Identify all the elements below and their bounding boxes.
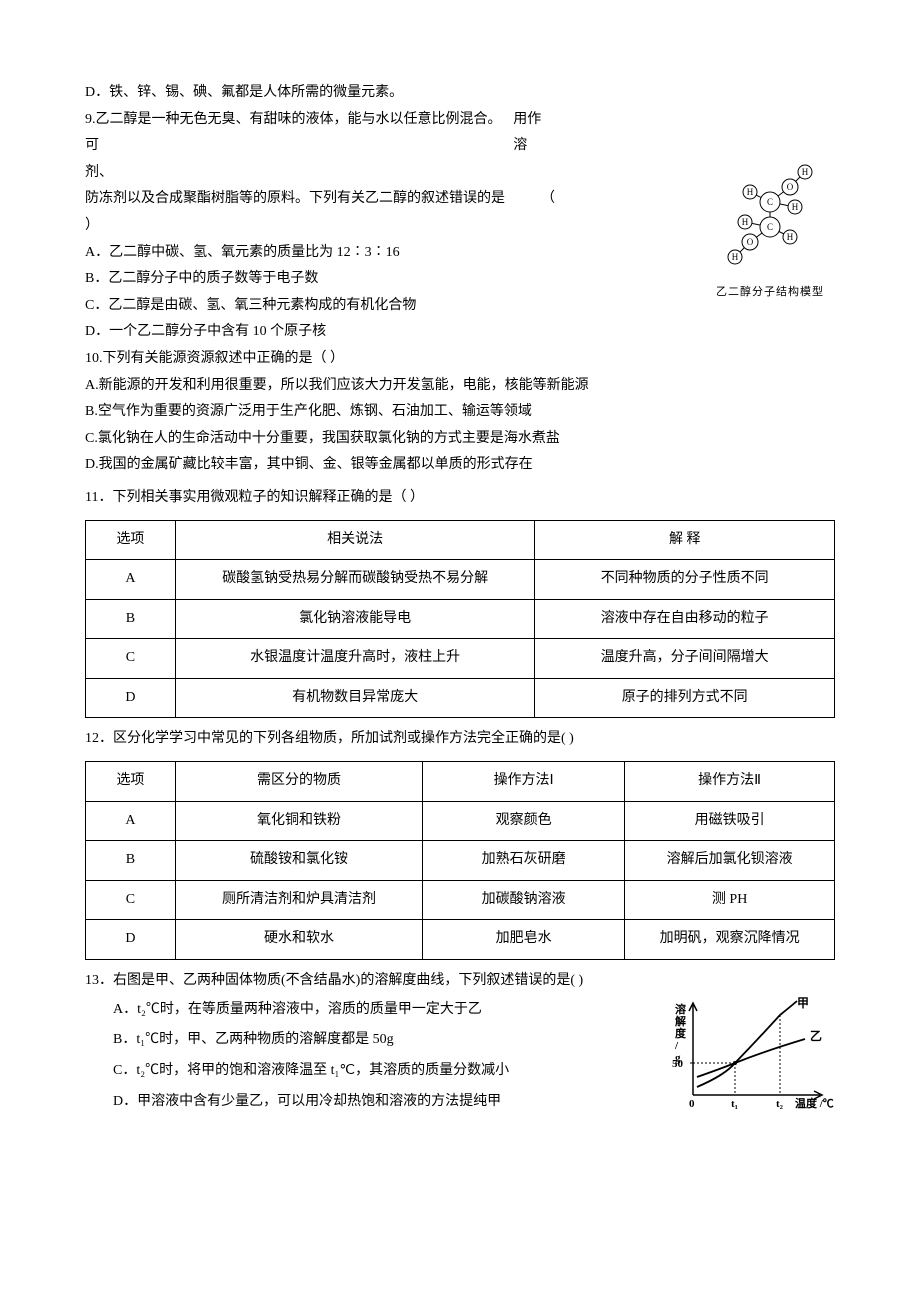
atom-c: C (767, 197, 773, 207)
solubility-svg: 50 溶 解 度 / g 甲 乙 0 t₁ t₂ 温度 /℃ (665, 995, 835, 1115)
table-row: D 硬水和软水 加肥皂水 加明矾，观察沉降情况 (86, 920, 835, 960)
q9-intro-1a: 9.乙二醇是一种无色无臭、有甜味的液体，能与水以任意比例混合。可 (85, 107, 513, 160)
atom-o: O (747, 237, 754, 247)
atom-h: H (732, 252, 739, 262)
cell-fact: 氯化钠溶液能导电 (175, 599, 535, 639)
cell-m1: 加肥皂水 (423, 920, 625, 960)
ylabel: 解 (675, 1014, 686, 1028)
q9-intro-3b: （ (541, 186, 695, 213)
table-row: B 氯化钠溶液能导电 溶液中存在自由移动的粒子 (86, 599, 835, 639)
cell-opt: A (86, 560, 176, 600)
molecule-svg: C C O O H H H H H H (710, 162, 830, 272)
th-explanation: 解 释 (535, 520, 835, 560)
q10-option-d: D.我国的金属矿藏比较丰富，其中铜、金、银等金属都以单质的形式存在 (85, 452, 835, 479)
xtick-0: 0 (689, 1098, 695, 1110)
cell-m1: 观察颜色 (423, 801, 625, 841)
cell-opt: D (86, 920, 176, 960)
atom-o: O (787, 182, 794, 192)
cell-m2: 用磁铁吸引 (625, 801, 835, 841)
th-method2: 操作方法Ⅱ (625, 762, 835, 802)
xtick-t1: t₁ (731, 1098, 738, 1110)
cell-exp: 溶液中存在自由移动的粒子 (535, 599, 835, 639)
ylabel: / (674, 1040, 679, 1052)
cell-sub: 硫酸铵和氯化铵 (175, 841, 422, 881)
q12-table: 选项 需区分的物质 操作方法Ⅰ 操作方法Ⅱ A 氧化铜和铁粉 观察颜色 用磁铁吸… (85, 761, 835, 960)
cell-m2: 测 PH (625, 880, 835, 920)
table-row: B 硫酸铵和氯化铵 加熟石灰研磨 溶解后加氯化钡溶液 (86, 841, 835, 881)
q10-option-b: B.空气作为重要的资源广泛用于生产化肥、炼钢、石油加工、输运等领域 (85, 399, 835, 426)
cell-opt: D (86, 678, 176, 718)
table-header-row: 选项 相关说法 解 释 (86, 520, 835, 560)
q10-option-a: A.新能源的开发和利用很重要，所以我们应该大力开发氢能，电能，核能等新能源 (85, 373, 835, 400)
cell-opt: B (86, 841, 176, 881)
ylabel: 溶 (675, 1002, 686, 1016)
atom-h: H (802, 167, 809, 177)
th-option: 选项 (86, 762, 176, 802)
cell-exp: 不同种物质的分子性质不同 (535, 560, 835, 600)
figure-caption: 乙二醇分子结构模型 (705, 282, 835, 303)
cell-m1: 加熟石灰研磨 (423, 841, 625, 881)
cell-fact: 水银温度计温度升高时，液柱上升 (175, 639, 535, 679)
table-row: A 碳酸氢钠受热易分解而碳酸钠受热不易分解 不同种物质的分子性质不同 (86, 560, 835, 600)
atom-h: H (787, 232, 794, 242)
solubility-chart: 50 溶 解 度 / g 甲 乙 0 t₁ t₂ 温度 /℃ (665, 995, 835, 1126)
cell-m2: 溶解后加氯化钡溶液 (625, 841, 835, 881)
cell-exp: 温度升高，分子间间隔增大 (535, 639, 835, 679)
cell-fact: 碳酸氢钠受热易分解而碳酸钠受热不易分解 (175, 560, 535, 600)
th-option: 选项 (86, 520, 176, 560)
cell-sub: 硬水和软水 (175, 920, 422, 960)
ethylene-glycol-figure: C C O O H H H H H H 乙二醇分子结构模型 (705, 162, 835, 303)
q9-option-d: D．一个乙二醇分子中含有 10 个原子核 (85, 319, 835, 346)
q11-stem: 11．下列相关事实用微观粒子的知识解释正确的是（ ） (85, 485, 835, 512)
atom-h: H (792, 202, 799, 212)
q8-option-d: D．铁、锌、锡、碘、氟都是人体所需的微量元素。 (85, 80, 835, 107)
q10-option-c: C.氯化钠在人的生命活动中十分重要，我国获取氯化钠的方式主要是海水煮盐 (85, 426, 835, 453)
th-method1: 操作方法Ⅰ (423, 762, 625, 802)
table-row: C 厕所清洁剂和炉具清洁剂 加碳酸钠溶液 测 PH (86, 880, 835, 920)
ylabel: g (675, 1052, 681, 1064)
series-jia: 甲 (797, 996, 809, 1010)
q9-intro-3a: 防冻剂以及合成聚酯树脂等的原料。下列有关乙二醇的叙述错误的是 (85, 186, 505, 213)
th-substances: 需区分的物质 (175, 762, 422, 802)
cell-sub: 厕所清洁剂和炉具清洁剂 (175, 880, 422, 920)
cell-exp: 原子的排列方式不同 (535, 678, 835, 718)
table-row: C 水银温度计温度升高时，液柱上升 温度升高，分子间间隔增大 (86, 639, 835, 679)
table-row: A 氧化铜和铁粉 观察颜色 用磁铁吸引 (86, 801, 835, 841)
atom-h: H (742, 217, 749, 227)
cell-opt: C (86, 639, 176, 679)
xtick-t2: t₂ (776, 1098, 784, 1110)
cell-opt: A (86, 801, 176, 841)
series-yi: 乙 (810, 1029, 822, 1043)
atom-h: H (747, 187, 754, 197)
cell-opt: B (86, 599, 176, 639)
q10-stem: 10.下列有关能源资源叙述中正确的是（ ） (85, 346, 835, 373)
cell-m1: 加碳酸钠溶液 (423, 880, 625, 920)
q12-stem: 12．区分化学学习中常见的下列各组物质，所加试剂或操作方法完全正确的是( ) (85, 726, 835, 753)
table-row: D 有机物数目异常庞大 原子的排列方式不同 (86, 678, 835, 718)
cell-fact: 有机物数目异常庞大 (175, 678, 535, 718)
table-header-row: 选项 需区分的物质 操作方法Ⅰ 操作方法Ⅱ (86, 762, 835, 802)
q11-table: 选项 相关说法 解 释 A 碳酸氢钠受热易分解而碳酸钠受热不易分解 不同种物质的… (85, 520, 835, 719)
cell-sub: 氧化铜和铁粉 (175, 801, 422, 841)
th-fact: 相关说法 (175, 520, 535, 560)
q9-intro-1b: 用作溶 (513, 107, 695, 160)
atom-c: C (767, 222, 773, 232)
cell-opt: C (86, 880, 176, 920)
ylabel: 度 (675, 1026, 687, 1040)
xlabel: 温度 /℃ (795, 1096, 834, 1110)
q13-stem: 13．右图是甲、乙两种固体物质(不含结晶水)的溶解度曲线，下列叙述错误的是( ) (85, 968, 835, 995)
cell-m2: 加明矾，观察沉降情况 (625, 920, 835, 960)
